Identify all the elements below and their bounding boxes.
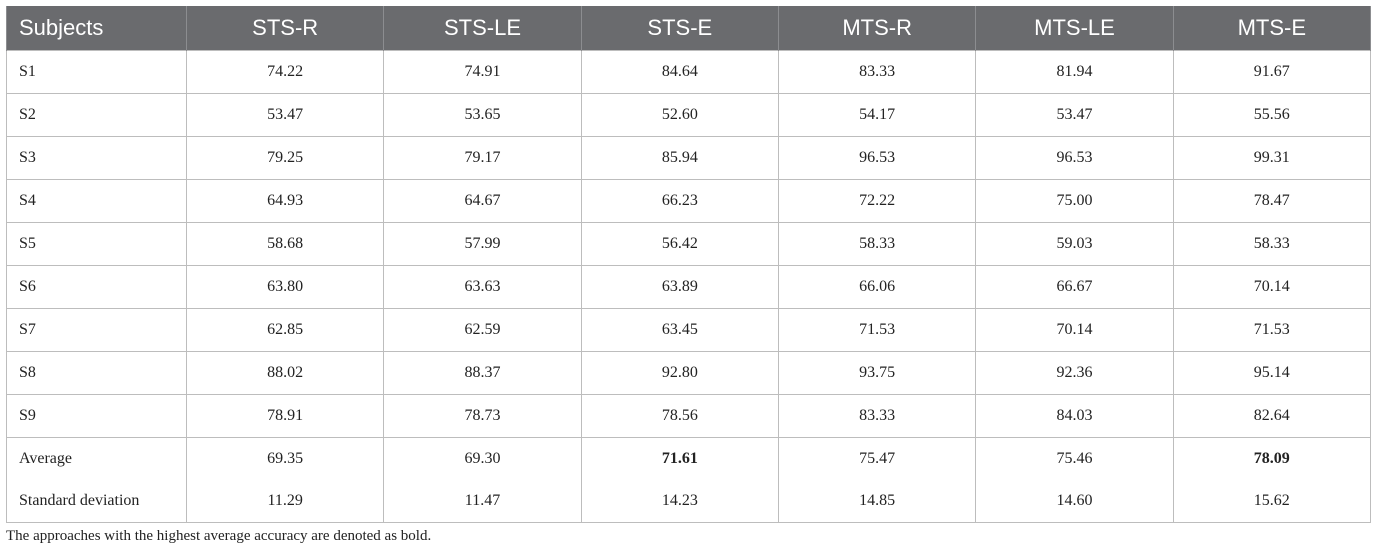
row-label: S4 bbox=[6, 178, 187, 223]
table-cell: 11.29 bbox=[185, 479, 385, 523]
results-table-container: Subjects STS-R STS-LE STS-E MTS-R MTS-LE… bbox=[6, 6, 1371, 523]
table-cell: 63.45 bbox=[580, 307, 779, 352]
table-cell: 58.68 bbox=[185, 221, 385, 266]
table-row: S8 88.02 88.37 92.80 93.75 92.36 95.14 bbox=[6, 350, 1371, 395]
row-label: S8 bbox=[6, 350, 187, 395]
table-cell: 75.00 bbox=[975, 178, 1174, 223]
table-cell: 69.30 bbox=[383, 436, 582, 480]
table-cell: 56.42 bbox=[580, 221, 779, 266]
table-row: S6 63.80 63.63 63.89 66.06 66.67 70.14 bbox=[6, 264, 1371, 309]
table-cell: 99.31 bbox=[1172, 135, 1371, 180]
table-cell: 66.67 bbox=[975, 264, 1174, 309]
table-cell: 96.53 bbox=[975, 135, 1174, 180]
table-cell: 78.47 bbox=[1172, 178, 1371, 223]
table-cell: 57.99 bbox=[383, 221, 582, 266]
table-cell: 92.80 bbox=[580, 350, 779, 395]
row-label: Average bbox=[6, 436, 187, 480]
row-label: S3 bbox=[6, 135, 187, 180]
table-cell: 95.14 bbox=[1172, 350, 1371, 395]
table-cell: 55.56 bbox=[1172, 92, 1371, 137]
table-cell: 91.67 bbox=[1172, 49, 1371, 94]
row-label: S1 bbox=[6, 49, 187, 94]
table-cell: 93.75 bbox=[777, 350, 977, 395]
header-subjects: Subjects bbox=[6, 6, 187, 50]
table-cell: 63.89 bbox=[580, 264, 779, 309]
table-row: S3 79.25 79.17 85.94 96.53 96.53 99.31 bbox=[6, 135, 1371, 180]
table-cell: 54.17 bbox=[777, 92, 977, 137]
table-cell: 52.60 bbox=[580, 92, 779, 137]
average-row: Average 69.35 69.30 71.61 75.47 75.46 78… bbox=[6, 436, 1371, 480]
table-row: S5 58.68 57.99 56.42 58.33 59.03 58.33 bbox=[6, 221, 1371, 266]
table-cell: 74.22 bbox=[185, 49, 385, 94]
table-cell: 14.23 bbox=[580, 479, 779, 523]
table-cell-best: 78.09 bbox=[1172, 436, 1371, 480]
table-cell-best: 71.61 bbox=[580, 436, 779, 480]
table-cell: 83.33 bbox=[777, 393, 977, 438]
table-cell: 58.33 bbox=[777, 221, 977, 266]
table-cell: 70.14 bbox=[975, 307, 1174, 352]
table-row: S2 53.47 53.65 52.60 54.17 53.47 55.56 bbox=[6, 92, 1371, 137]
table-cell: 62.59 bbox=[383, 307, 582, 352]
table-cell: 58.33 bbox=[1172, 221, 1371, 266]
table-cell: 78.73 bbox=[383, 393, 582, 438]
row-label: S5 bbox=[6, 221, 187, 266]
table-footnote: The approaches with the highest average … bbox=[6, 528, 432, 544]
table-cell: 81.94 bbox=[975, 49, 1174, 94]
row-label: S9 bbox=[6, 393, 187, 438]
header-mts-r: MTS-R bbox=[777, 6, 977, 50]
table-cell: 71.53 bbox=[777, 307, 977, 352]
table-cell: 84.64 bbox=[580, 49, 779, 94]
table-cell: 66.06 bbox=[777, 264, 977, 309]
table-cell: 69.35 bbox=[185, 436, 385, 480]
header-sts-r: STS-R bbox=[185, 6, 385, 50]
table-cell: 79.25 bbox=[185, 135, 385, 180]
table-row: S4 64.93 64.67 66.23 72.22 75.00 78.47 bbox=[6, 178, 1371, 223]
table-row: S7 62.85 62.59 63.45 71.53 70.14 71.53 bbox=[6, 307, 1371, 352]
table-cell: 14.85 bbox=[777, 479, 977, 523]
table-cell: 71.53 bbox=[1172, 307, 1371, 352]
table-row: S1 74.22 74.91 84.64 83.33 81.94 91.67 bbox=[6, 49, 1371, 94]
table-cell: 63.63 bbox=[383, 264, 582, 309]
table-cell: 88.02 bbox=[185, 350, 385, 395]
table-cell: 11.47 bbox=[383, 479, 582, 523]
table-cell: 79.17 bbox=[383, 135, 582, 180]
table-cell: 85.94 bbox=[580, 135, 779, 180]
header-sts-le: STS-LE bbox=[383, 6, 582, 50]
table-cell: 78.56 bbox=[580, 393, 779, 438]
table-cell: 75.46 bbox=[975, 436, 1174, 480]
header-mts-e: MTS-E bbox=[1172, 6, 1371, 50]
table-cell: 92.36 bbox=[975, 350, 1174, 395]
header-sts-e: STS-E bbox=[580, 6, 779, 50]
table-header-row: Subjects STS-R STS-LE STS-E MTS-R MTS-LE… bbox=[6, 6, 1371, 50]
table-cell: 75.47 bbox=[777, 436, 977, 480]
std-row: Standard deviation 11.29 11.47 14.23 14.… bbox=[6, 479, 1371, 523]
table-cell: 64.93 bbox=[185, 178, 385, 223]
table-cell: 15.62 bbox=[1172, 479, 1371, 523]
results-table: Subjects STS-R STS-LE STS-E MTS-R MTS-LE… bbox=[6, 6, 1371, 523]
header-mts-le: MTS-LE bbox=[975, 6, 1174, 50]
row-label: Standard deviation bbox=[6, 479, 187, 523]
table-cell: 53.65 bbox=[383, 92, 582, 137]
table-cell: 66.23 bbox=[580, 178, 779, 223]
table-cell: 64.67 bbox=[383, 178, 582, 223]
table-cell: 53.47 bbox=[185, 92, 385, 137]
table-cell: 78.91 bbox=[185, 393, 385, 438]
table-cell: 62.85 bbox=[185, 307, 385, 352]
table-cell: 63.80 bbox=[185, 264, 385, 309]
table-cell: 88.37 bbox=[383, 350, 582, 395]
row-label: S6 bbox=[6, 264, 187, 309]
table-cell: 83.33 bbox=[777, 49, 977, 94]
table-cell: 53.47 bbox=[975, 92, 1174, 137]
table-cell: 70.14 bbox=[1172, 264, 1371, 309]
table-cell: 82.64 bbox=[1172, 393, 1371, 438]
table-cell: 59.03 bbox=[975, 221, 1174, 266]
table-cell: 84.03 bbox=[975, 393, 1174, 438]
row-label: S7 bbox=[6, 307, 187, 352]
row-label: S2 bbox=[6, 92, 187, 137]
table-cell: 74.91 bbox=[383, 49, 582, 94]
table-cell: 72.22 bbox=[777, 178, 977, 223]
table-cell: 96.53 bbox=[777, 135, 977, 180]
table-cell: 14.60 bbox=[975, 479, 1174, 523]
table-row: S9 78.91 78.73 78.56 83.33 84.03 82.64 bbox=[6, 393, 1371, 438]
